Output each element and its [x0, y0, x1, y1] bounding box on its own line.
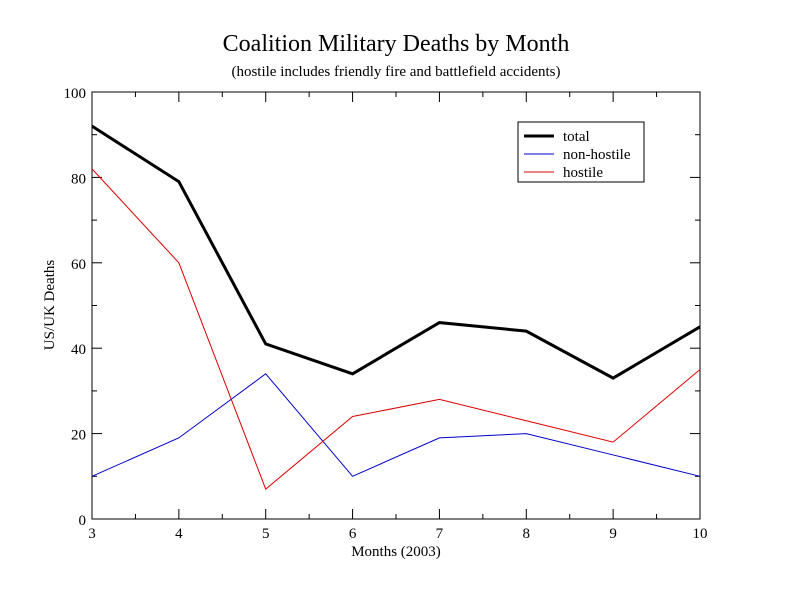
chart-subtitle: (hostile includes friendly fire and batt… [231, 64, 560, 80]
y-tick-label: 0 [79, 513, 87, 529]
x-tick-label: 7 [436, 526, 444, 542]
legend-label-non-hostile: non-hostile [563, 147, 631, 163]
y-axis-label: US/UK Deaths [42, 260, 58, 351]
x-tick-label: 5 [262, 526, 270, 542]
series-lines [91, 124, 701, 490]
axis-ticks: 0 20 40 60 80 100 3 4 5 6 7 8 9 10 [64, 86, 708, 542]
legend-label-hostile: hostile [563, 165, 603, 181]
y-tick-label: 100 [64, 86, 87, 102]
x-tick-label: 4 [175, 526, 183, 542]
series-line-non-hostile [91, 373, 701, 477]
x-tick-label: 6 [349, 526, 357, 542]
x-tick-label: 8 [523, 526, 531, 542]
x-tick-label: 3 [88, 526, 96, 542]
y-tick-label: 40 [71, 342, 86, 358]
y-tick-label: 60 [71, 257, 86, 273]
y-tick-label: 80 [71, 171, 86, 187]
x-tick-label: 9 [609, 526, 617, 542]
x-tick-label: 10 [693, 526, 708, 542]
y-tick-label: 20 [71, 428, 86, 444]
series-line-total [91, 124, 701, 380]
legend-label-total: total [563, 129, 590, 145]
series-line-hostile [91, 168, 701, 490]
x-axis-label: Months (2003) [351, 544, 441, 560]
chart-title: Coalition Military Deaths by Month [223, 31, 570, 57]
legend: total non-hostile hostile [517, 121, 645, 183]
